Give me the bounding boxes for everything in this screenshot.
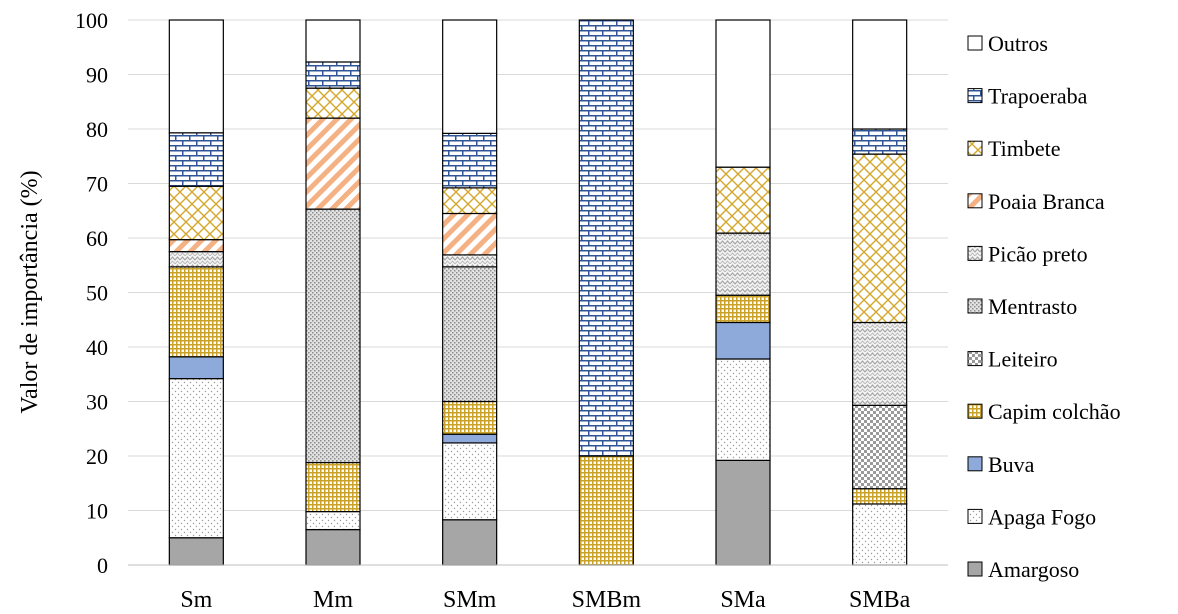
y-tick-label: 90 <box>86 63 108 88</box>
bar-segment-trapoeraba <box>852 128 908 155</box>
bar-segment-buva <box>442 433 498 444</box>
bar-segment-buva <box>715 321 771 360</box>
legend-item: Timbete <box>967 136 1061 161</box>
bar-segment-apaga-fogo <box>715 358 771 461</box>
bar-segment-amargoso <box>168 537 224 566</box>
legend-item: Outros <box>967 31 1048 56</box>
y-tick-label: 10 <box>86 499 108 524</box>
legend-swatch <box>967 88 983 104</box>
bar-segment-trapoeraba <box>168 132 224 187</box>
legend-label: Mentrasto <box>988 294 1077 319</box>
y-tick-label: 70 <box>86 172 108 197</box>
bar-segment-pic-o-preto <box>852 321 908 406</box>
legend-item: Trapoeraba <box>967 84 1088 109</box>
legend-swatch <box>967 351 983 367</box>
y-tick-label: 30 <box>86 390 108 415</box>
legend-label: Capim colchão <box>988 399 1121 424</box>
bar-segment-trapoeraba <box>305 61 361 89</box>
bar-segment-capim-colch-o <box>168 266 224 358</box>
bar-segment-poaia-branca <box>442 212 498 256</box>
legend-item: Apaga Fogo <box>967 504 1096 529</box>
y-tick-label: 20 <box>86 444 108 469</box>
bar-segment-trapoeraba <box>442 132 498 189</box>
bar-segment-mentrasto <box>305 208 361 464</box>
bar-segment-capim-colch-o <box>715 294 771 324</box>
legend-label: Amargoso <box>988 557 1079 582</box>
bars <box>168 19 908 566</box>
legend-item: Leiteiro <box>967 347 1058 372</box>
bar-segment-outros <box>305 19 361 63</box>
legend-label: Buva <box>988 452 1035 477</box>
bar-segment-timbete <box>715 166 771 234</box>
legend-label: Outros <box>988 31 1048 56</box>
bar-segment-leiteiro <box>852 404 908 490</box>
bar-segment-timbete <box>305 87 361 119</box>
y-tick-label: 0 <box>97 553 108 578</box>
legend-swatch <box>967 561 983 577</box>
bar-segment-pic-o-preto <box>442 254 498 268</box>
bar-segment-apaga-fogo <box>168 378 224 539</box>
y-tick-label: 80 <box>86 117 108 142</box>
legend-item: Capim colchão <box>967 399 1121 424</box>
bar-segment-apaga-fogo <box>305 510 361 531</box>
bar-segment-trapoeraba <box>578 19 634 457</box>
legend-item: Poaia Branca <box>967 189 1105 214</box>
bar-segment-capim-colch-o <box>305 461 361 513</box>
bar-segment-outros <box>168 19 224 134</box>
y-tick-label: 100 <box>75 8 108 33</box>
bar-segment-capim-colch-o <box>442 400 498 435</box>
y-tick-label: 60 <box>86 226 108 251</box>
bar-segment-mentrasto <box>442 266 498 403</box>
legend: Outros Trapoeraba Timbete Poaia Branca Picão… <box>967 31 1121 582</box>
x-tick-label: SMBm <box>572 587 642 613</box>
bar-segment-timbete <box>168 185 224 241</box>
bar-segment-pic-o-preto <box>715 232 771 296</box>
x-tick-label: SMa <box>720 587 766 613</box>
bar-segment-buva <box>168 356 224 380</box>
bar-segment-outros <box>852 19 908 130</box>
legend-item: Amargoso <box>967 557 1079 582</box>
bar-segment-poaia-branca <box>305 117 361 210</box>
legend-item: Buva <box>967 452 1035 477</box>
gridlines <box>128 19 948 511</box>
bar-segment-poaia-branca <box>168 239 224 253</box>
legend-label: Picão preto <box>988 241 1088 266</box>
legend-swatch <box>967 140 983 156</box>
bar-segment-timbete <box>442 187 498 215</box>
legend-label: Timbete <box>988 136 1061 161</box>
legend-item: Picão preto <box>967 241 1088 266</box>
bar-segment-amargoso <box>442 519 498 566</box>
axes: 0 10 20 30 40 50 60 70 80 90 100 Sm Mm SMm SMBm SMa SMBa <box>75 8 948 613</box>
x-tick-label: SMm <box>443 587 497 613</box>
legend-swatch <box>967 193 983 209</box>
y-tick-label: 50 <box>86 281 108 306</box>
legend-label: Apaga Fogo <box>988 504 1096 529</box>
legend-label: Poaia Branca <box>988 189 1105 214</box>
legend-swatch <box>967 403 983 419</box>
legend-swatch <box>967 245 983 261</box>
legend-swatch <box>967 508 983 524</box>
bar-segment-pic-o-preto <box>168 251 224 268</box>
bar-segment-timbete <box>852 153 908 324</box>
bar-segment-apaga-fogo <box>442 442 498 521</box>
bar-segment-outros <box>715 19 771 168</box>
bar-segment-amargoso <box>305 528 361 566</box>
bar-segment-apaga-fogo <box>852 503 908 566</box>
bar-segment-amargoso <box>715 459 771 566</box>
legend-item: Mentrasto <box>967 294 1077 319</box>
bar-segment-outros <box>442 19 498 134</box>
legend-swatch <box>967 456 983 472</box>
legend-label: Trapoeraba <box>988 84 1088 109</box>
legend-swatch <box>967 298 983 314</box>
y-axis-title: Valor de importância (%) <box>17 170 43 413</box>
x-tick-label: SMBa <box>849 587 911 613</box>
legend-swatch <box>967 35 983 51</box>
x-tick-label: Sm <box>180 587 212 613</box>
x-tick-label: Mm <box>313 587 353 613</box>
bar-segment-capim-colch-o <box>852 488 908 505</box>
legend-label: Leiteiro <box>988 347 1058 372</box>
y-tick-label: 40 <box>86 335 108 360</box>
bar-segment-capim-colch-o <box>578 455 634 566</box>
